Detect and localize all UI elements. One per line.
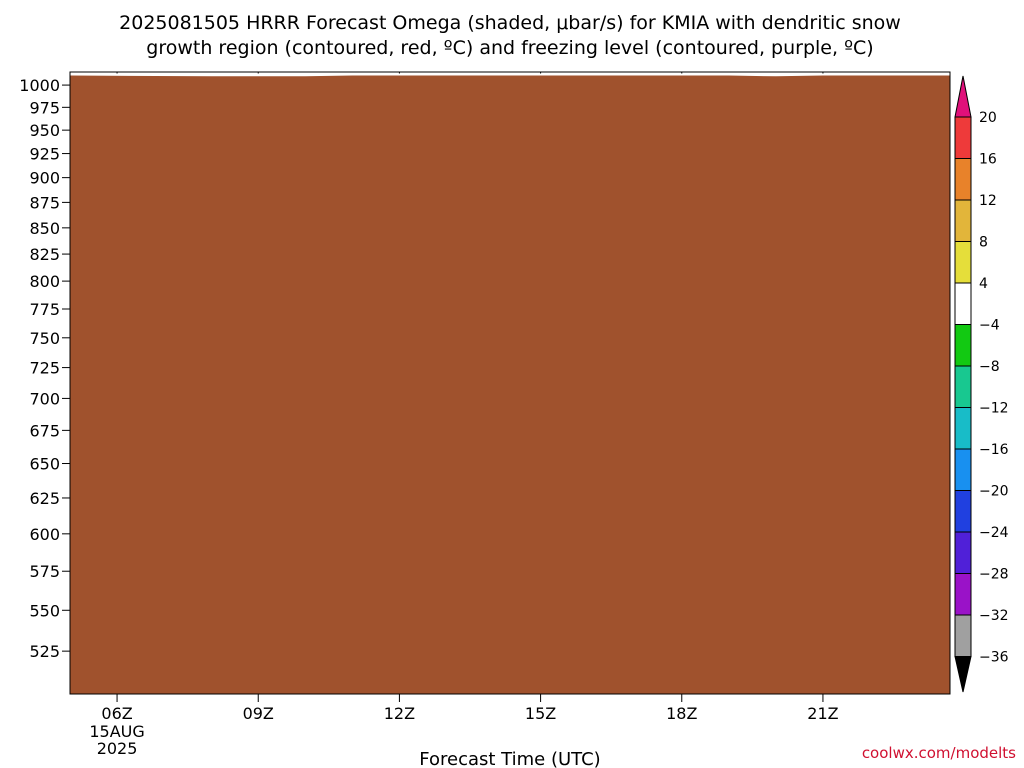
y-tick-label: 575 (29, 562, 60, 581)
title-line-1: 2025081505 HRRR Forecast Omega (shaded, … (119, 12, 901, 34)
colorbar-bottom-arrow (954, 656, 972, 693)
y-tick-label: 925 (29, 145, 60, 164)
x-tick-label: 15Z (525, 704, 556, 723)
colorbar-label: −24 (979, 525, 1009, 541)
x-tick-label: 12Z (384, 704, 415, 723)
colorbar-label: −28 (979, 567, 1009, 583)
colorbar-label: −16 (979, 442, 1009, 458)
y-tick-label: 750 (29, 329, 60, 348)
y-axis: 525 550 575 600 625 650 675 700 725 750 775 800 825 8… (19, 76, 70, 661)
colorbar-segment (955, 615, 971, 657)
plot-area: 0 525 550 575 600 625 650 675 700 725 750 775 800 82… (19, 71, 951, 758)
colorbar-label: 16 (979, 152, 997, 168)
colorbar-segment (955, 200, 971, 242)
y-tick-label: 675 (29, 421, 60, 440)
surface-band (70, 75, 950, 694)
y-tick-label: 775 (29, 300, 60, 319)
y-tick-label: 1000 (19, 76, 60, 95)
colorbar-label: −36 (979, 650, 1009, 666)
colorbar-label: 12 (979, 193, 997, 209)
colorbar-segment (955, 158, 971, 200)
colorbar-segment (955, 449, 971, 491)
title-line-2: growth region (contoured, red, ºC) and f… (146, 37, 873, 59)
colorbar-segment (955, 407, 971, 449)
y-tick-label: 525 (29, 642, 60, 661)
colorbar-label: −12 (979, 401, 1009, 417)
colorbar-segment (955, 490, 971, 532)
colorbar-segment (955, 283, 971, 325)
x-tick-label: 09Z (243, 704, 274, 723)
y-tick-label: 550 (29, 601, 60, 620)
y-tick-label: 625 (29, 489, 60, 508)
y-tick-label: 975 (29, 98, 60, 117)
colorbar-segment (955, 532, 971, 574)
x-tick-label: 06Z (101, 704, 132, 723)
colorbar-segment (955, 324, 971, 366)
x-axis-title: Forecast Time (UTC) (419, 749, 600, 768)
colorbar-label: −8 (979, 359, 1000, 375)
colorbar-segment (955, 241, 971, 283)
y-tick-label: 700 (29, 389, 60, 408)
y-tick-label: 600 (29, 525, 60, 544)
x-tick-label: 18Z (666, 704, 697, 723)
y-tick-label: 825 (29, 245, 60, 264)
colorbar-label: −20 (979, 484, 1009, 500)
y-tick-label: 850 (29, 219, 60, 238)
plot-frame (69, 71, 951, 695)
colorbar-segment (955, 366, 971, 408)
y-tick-label: 950 (29, 121, 60, 140)
y-tick-label: 650 (29, 455, 60, 474)
x-tick-label: 21Z (807, 704, 838, 723)
colorbar-label: 8 (979, 235, 988, 251)
colorbar-label: −32 (979, 608, 1009, 624)
y-tick-label: 800 (29, 272, 60, 291)
y-tick-label: 900 (29, 169, 60, 188)
colorbar: 20 16 12 8 4 −4 −8 −12 −16 −20 −24 −28 −32 −36 (954, 75, 1009, 693)
colorbar-label: 20 (979, 110, 997, 126)
colorbar-segment (955, 573, 971, 615)
x-tick-sublabel: 2025 (97, 739, 138, 758)
colorbar-top-arrow (954, 75, 972, 118)
colorbar-label: −4 (979, 318, 1000, 334)
colorbar-label: 4 (979, 276, 988, 292)
credit-text: coolwx.com/modelts (862, 744, 1016, 762)
y-tick-label: 725 (29, 359, 60, 378)
y-tick-label: 875 (29, 193, 60, 212)
chart-title: 2025081505 HRRR Forecast Omega (shaded, … (119, 12, 901, 59)
colorbar-segment (955, 117, 971, 159)
contour-lines: 0 (69, 75, 951, 694)
x-tick-sublabel: 15AUG (89, 722, 144, 741)
